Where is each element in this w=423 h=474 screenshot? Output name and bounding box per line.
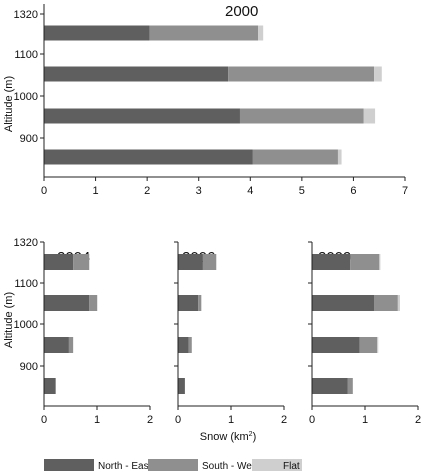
x-tick-label: 2 [281,414,287,426]
y-tick-label: 1100 [14,49,38,61]
bar-flat-0 [89,254,90,270]
panel-2000: 2000 0 1 2 3 4 5 6 7 1320 1100 1000 900 [14,3,409,197]
y-axis-title-top: Altitude (m) [3,76,15,132]
bar-north-east-2 [178,337,189,353]
x-axis-title: Snow (km2) [200,431,256,443]
x-tick-label: 1 [93,185,99,197]
panel-title: 2000 [225,3,258,20]
legend-label: South - West [202,461,260,472]
bar-flat-0 [379,254,381,270]
x-tick-label: 2 [147,414,153,426]
bar-flat-3 [337,149,342,165]
bar-south-west-3 [347,378,353,394]
legend-label: North - East [98,461,152,472]
y-tick-label: 1000 [14,319,38,331]
bar-south-west-0 [350,254,380,270]
bar-north-east-0 [44,254,74,270]
panel-2004: 2004012132011001000900 [14,237,154,426]
x-axis-title-end: ) [253,431,257,443]
x-tick-label: 5 [299,185,305,197]
x-tick-label: 0 [309,414,315,426]
y-tick-label: 1100 [14,278,38,290]
bar-flat-2 [363,108,376,124]
y-tick-label: 900 [20,361,38,373]
bar-south-west-2 [359,337,378,353]
y-axis-title-bottom: Altitude (m) [3,292,15,348]
bar-south-west-1 [228,66,375,82]
bar-north-east-1 [44,295,90,311]
bar-south-west-0 [149,25,259,41]
legend-label: Flat [283,461,300,472]
bar-north-east-2 [312,337,360,353]
bar-south-west-1 [89,295,97,311]
bar-flat-1 [97,295,98,311]
bar-flat-0 [216,254,217,270]
x-axis-title-main: Snow (km [200,431,249,443]
bar-south-west-1 [198,295,202,311]
bar-north-east-2 [44,337,69,353]
panel-2009: 2009012 [308,241,421,426]
bar-flat-0 [258,25,264,41]
legend: North - East South - West Flat [44,459,302,472]
x-tick-label: 2 [415,414,421,426]
bar-north-east-0 [178,254,203,270]
bar-north-east-2 [44,108,240,124]
bar-north-east-1 [44,66,229,82]
bar-south-west-2 [68,337,74,353]
bar-south-west-1 [374,295,398,311]
bar-north-east-0 [44,25,150,41]
x-axis-title-superscript: 2 [249,431,253,438]
legend-swatch-south-west [148,459,198,471]
x-tick-label: 4 [247,185,253,197]
legend-swatch-flat [252,459,302,471]
x-tick-label: 0 [175,414,181,426]
x-tick-label: 0 [41,185,47,197]
bar-north-east-1 [312,295,375,311]
bar-north-east-3 [44,378,56,394]
x-tick-label: 3 [196,185,202,197]
x-tick-label: 1 [228,414,234,426]
bar-flat-1 [374,66,382,82]
bar-flat-2 [377,337,379,353]
bar-south-west-0 [202,254,217,270]
x-tick-label: 0 [41,414,47,426]
bar-north-east-0 [312,254,351,270]
y-tick-label: 1000 [14,91,38,103]
bar-south-west-2 [188,337,192,353]
y-tick-label: 1320 [14,237,38,249]
bar-north-east-1 [178,295,199,311]
y-tick-label: 900 [20,133,38,145]
bar-north-east-3 [312,378,348,394]
x-tick-label: 1 [362,414,368,426]
bar-south-west-2 [239,108,364,124]
x-tick-label: 7 [402,185,408,197]
legend-swatch-north-east [44,459,94,471]
bar-flat-1 [397,295,400,311]
bar-north-east-3 [44,149,253,165]
y-tick-label: 1320 [14,9,38,21]
panel-2006: 2006012 [174,241,287,426]
x-tick-label: 1 [94,414,100,426]
chart-panels: 2000012345671320110010009002004012132011… [14,3,422,426]
x-tick-label: 6 [350,185,356,197]
bar-north-east-3 [178,378,185,394]
bar-south-west-3 [252,149,338,165]
x-tick-label: 2 [144,185,150,197]
bar-south-west-0 [73,254,90,270]
